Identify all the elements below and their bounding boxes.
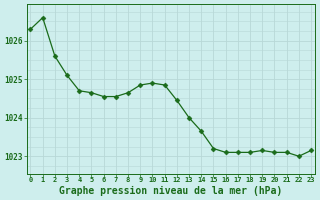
- X-axis label: Graphe pression niveau de la mer (hPa): Graphe pression niveau de la mer (hPa): [59, 186, 283, 196]
